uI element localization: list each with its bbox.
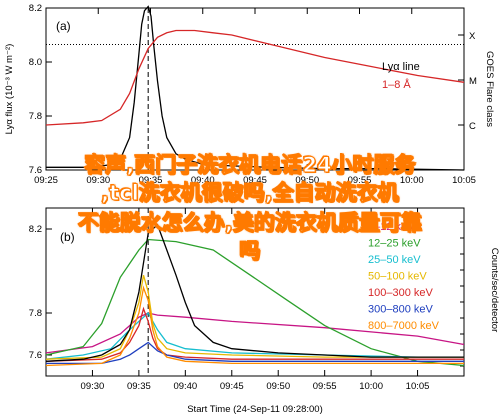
panel-b-legend-entry: 3–12 keV — [368, 221, 415, 233]
panel-b: (b) 09:30 09:35 09:40 09:45 09:50 09:55 10:00 1… — [29, 207, 500, 415]
panel-b-xtick-label: 09:50 — [266, 381, 290, 392]
panel-b-ticks: 09:30 09:35 09:40 09:45 09:50 09:55 10:00 10:05… — [29, 208, 464, 392]
panel-b-legend-entry: 50–100 keV — [368, 271, 427, 283]
overlay-text-line-1: 容声,西门子洗衣机电话24小时服务 — [84, 153, 416, 178]
panel-b-xlabel: Start Time (24-Sep-11 09:28:00) — [187, 404, 323, 415]
panel-b-frame — [45, 207, 465, 377]
panel-a-xtick-label: 09:45 — [243, 175, 267, 186]
panel-b-ytick-label: 7.8 — [29, 308, 42, 319]
panel-b-series-5 — [46, 341, 464, 365]
panel-a-xtick-label: 09:55 — [348, 175, 372, 186]
panel-b-legend-entry: 25–50 keV — [368, 254, 421, 266]
overlay-text-line-4: 吗 — [239, 239, 261, 264]
panel-a-right-tick-label: X — [469, 31, 476, 42]
panel-b-series-3 — [45, 275, 464, 360]
panel-b-ylabel-right: Counts/sec/detector — [489, 248, 500, 333]
panel-b-legend-entry: 300–800 keV — [368, 304, 433, 316]
overlay-text-line-2: ,tcl洗衣机很破吗,全自动洗衣机 — [101, 181, 400, 206]
overlay-text-line-3: 不能脱水怎么办,美的洗衣机质量可靠 — [78, 211, 423, 236]
panel-a: (a) 09:25 09:30 09:35 09:40 09:45 09:50 09:55 1… — [4, 3, 495, 186]
panel-b-legend: 3–12 keV 12–25 keV 25–50 keV 50–100 keV 100–… — [368, 221, 440, 332]
panel-a-ylabel-right: GOES Flare class — [484, 51, 495, 127]
panel-a-ytick-label: 7.6 — [29, 165, 42, 176]
panel-b-series-1 — [45, 238, 465, 367]
panel-b-ytick-label: 8.2 — [29, 224, 42, 235]
panel-a-xtick-label: 09:25 — [34, 175, 58, 186]
panel-a-ytick-label: 8.2 — [29, 3, 42, 14]
panel-a-right-tick-label: M — [469, 76, 477, 87]
panel-a-ytick-label: 8.0 — [29, 57, 42, 68]
panel-b-xtick-label: 10:05 — [406, 381, 430, 392]
series-lya-line — [46, 5, 465, 171]
panel-a-xtick-label: 09:50 — [295, 175, 319, 186]
panel-a-ylabel: Lyα flux (10⁻³ W m⁻²) — [4, 44, 15, 135]
panel-b-xtick-label: 09:45 — [220, 381, 244, 392]
panel-a-ticks: 09:25 09:30 09:35 09:40 09:45 09:50 09:55 10:00… — [29, 3, 477, 186]
panel-b-legend-entry: 100–300 keV — [368, 287, 433, 299]
panel-b-xtick-label: 09:30 — [81, 381, 105, 392]
panel-b-xtick-label: 10:00 — [359, 381, 383, 392]
panel-b-series-0 — [45, 312, 465, 354]
panel-b-ytick-label: 7.6 — [29, 350, 42, 361]
panel-b-series-6 — [45, 285, 464, 367]
panel-a-xtick-label: 09:40 — [191, 175, 215, 186]
panel-a-legend-entry: 1–8 Å — [382, 78, 411, 91]
panel-a-xtick-label: 09:35 — [139, 175, 163, 186]
panel-b-xtick-label: 09:35 — [127, 381, 151, 392]
panel-a-ytick-label: 7.8 — [29, 111, 42, 122]
panel-a-series — [45, 5, 465, 171]
panel-a-xtick-label: 09:30 — [86, 175, 110, 186]
series-1-8-angstrom — [45, 29, 465, 126]
panel-a-xtick-label: 10:05 — [452, 175, 476, 186]
panel-b-xtick-label: 09:55 — [313, 381, 337, 392]
panel-a-legend-title: Lyα line — [382, 61, 420, 73]
panel-b-legend-entry: 12–25 keV — [368, 238, 421, 250]
panel-b-xtick-label: 09:40 — [173, 381, 197, 392]
panel-b-series — [45, 208, 465, 376]
panel-b-series-7 — [45, 223, 464, 362]
panel-a-label: (a) — [56, 19, 71, 33]
panel-a-right-tick-label: C — [469, 121, 476, 132]
panel-b-legend-entry: 800–7000 keV — [368, 320, 440, 332]
panel-b-label: (b) — [60, 230, 75, 244]
panel-a-xtick-label: 10:00 — [400, 175, 424, 186]
